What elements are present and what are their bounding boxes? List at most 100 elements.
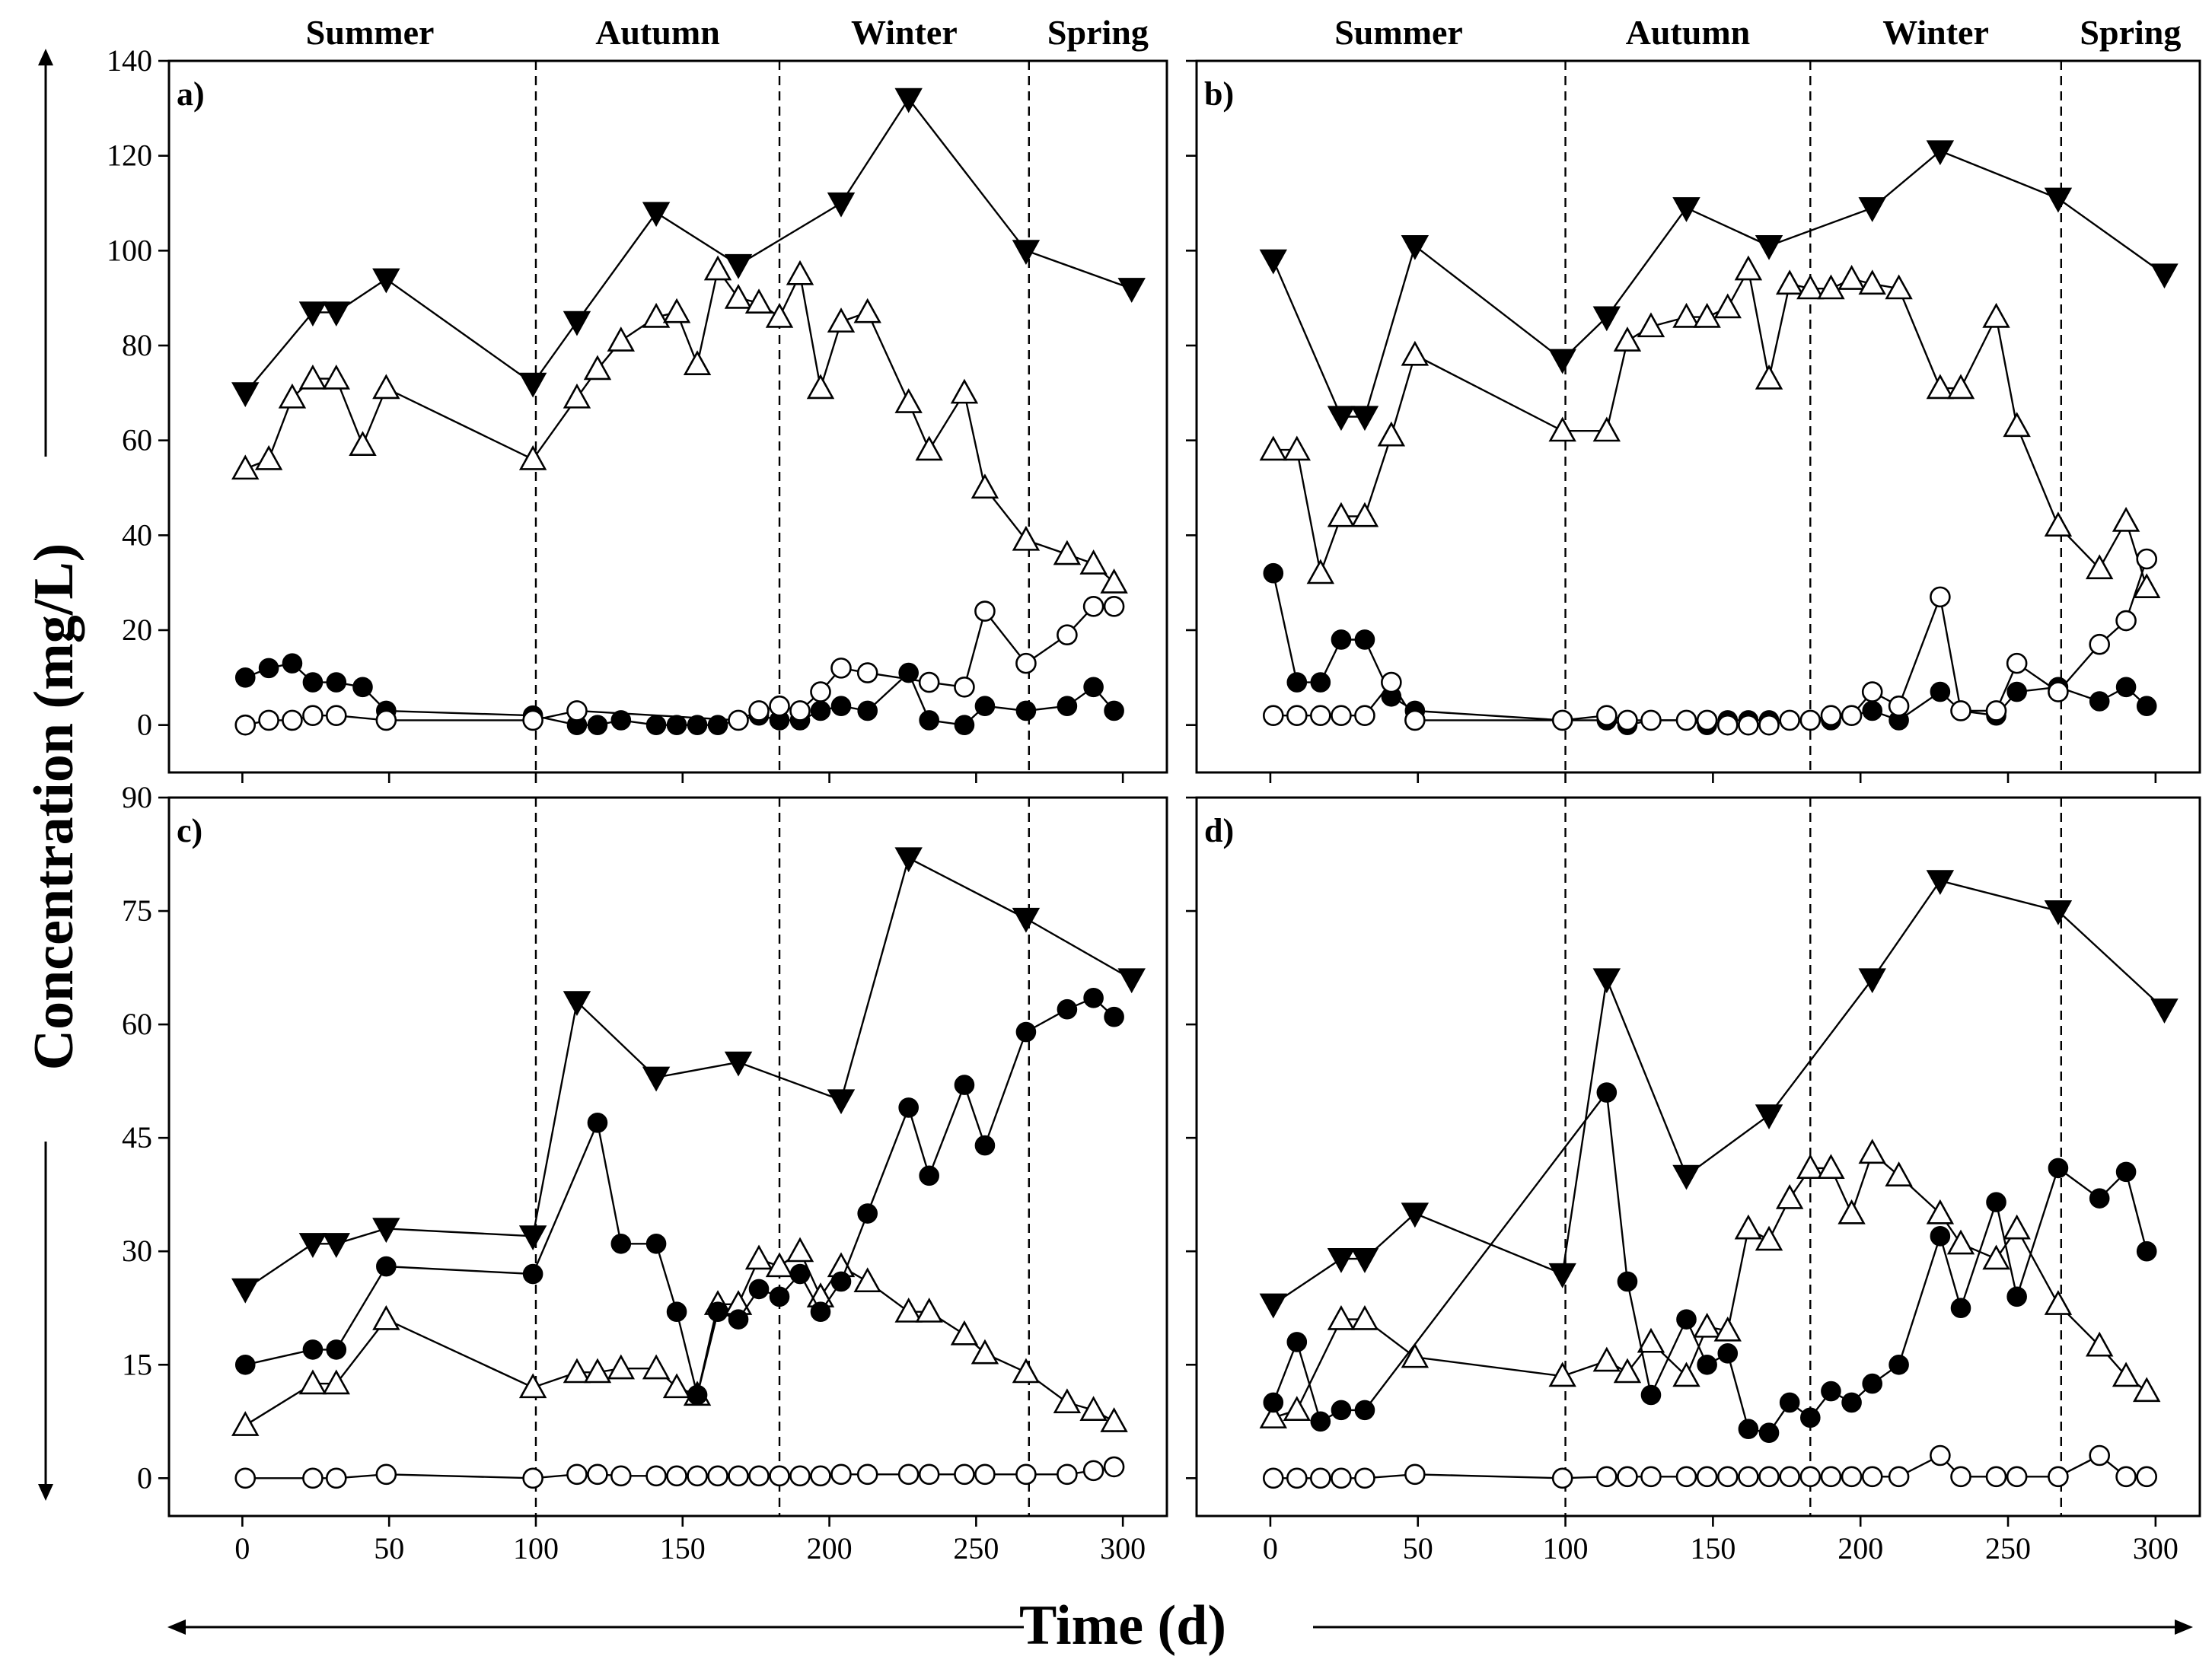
series-open-circle <box>234 596 1125 736</box>
data-point <box>2136 696 2157 717</box>
data-point <box>302 1339 324 1360</box>
data-point <box>971 473 999 499</box>
data-point <box>830 1271 852 1292</box>
data-point <box>954 1463 975 1486</box>
data-point <box>1259 1293 1287 1319</box>
data-point <box>566 700 588 721</box>
data-point <box>587 1463 608 1486</box>
data-point <box>1693 302 1721 328</box>
plot-frame <box>1195 59 2201 774</box>
data-point <box>1283 435 1312 461</box>
data-point <box>2089 1188 2110 1209</box>
data-point <box>2115 1161 2137 1183</box>
data-point <box>856 1463 878 1486</box>
data-point <box>894 847 923 873</box>
data-point <box>1926 374 1955 400</box>
data-point <box>1015 1463 1037 1486</box>
data-point <box>1775 269 1804 295</box>
data-point <box>769 695 790 717</box>
data-point <box>1775 1183 1804 1209</box>
data-point <box>1331 629 1352 650</box>
data-point <box>1930 1444 1951 1467</box>
data-point <box>724 283 753 309</box>
data-point <box>898 662 919 683</box>
series-line <box>1273 1151 2147 1419</box>
data-point <box>789 700 811 721</box>
data-point <box>1306 559 1335 584</box>
data-point <box>1262 1467 1284 1489</box>
series-line <box>1273 880 2166 1305</box>
data-point <box>258 658 279 679</box>
series-open-up-triangle <box>231 1237 1128 1436</box>
data-point <box>1053 1388 1082 1414</box>
data-point <box>642 1354 671 1380</box>
y-tick-label: 0 <box>137 708 152 742</box>
data-point <box>1640 1466 1662 1488</box>
data-point <box>522 709 543 731</box>
data-point <box>2006 681 2027 702</box>
data-point <box>769 1465 790 1487</box>
data-point <box>748 1465 770 1487</box>
data-point <box>2048 1466 2069 1488</box>
x-tick-label: 200 <box>1837 1531 1883 1565</box>
data-point <box>1675 1466 1697 1488</box>
data-point <box>1888 1466 1910 1488</box>
series-filled-circle <box>1263 1082 2157 1443</box>
data-point <box>258 709 279 731</box>
y-tick-label: 75 <box>122 893 152 928</box>
data-point <box>1592 306 1621 332</box>
x-tick-label: 150 <box>1690 1531 1735 1565</box>
y-tick-label: 45 <box>122 1120 152 1154</box>
data-point <box>2115 677 2137 698</box>
data-point <box>810 1301 831 1323</box>
data-point <box>1672 1164 1700 1190</box>
data-point <box>376 1256 397 1277</box>
data-point <box>1950 1298 1971 1319</box>
panel-label: a) <box>177 75 205 113</box>
data-point <box>1592 416 1621 442</box>
data-point <box>1885 274 1913 300</box>
data-point <box>522 1467 543 1489</box>
y-tick-label: 90 <box>122 780 152 814</box>
data-point <box>302 1467 324 1489</box>
data-point <box>810 700 831 721</box>
data-point <box>372 268 400 294</box>
data-point <box>666 715 687 735</box>
data-point <box>563 311 591 336</box>
series-filled-circle <box>234 653 1124 735</box>
y-tick-label: 0 <box>137 1460 152 1495</box>
x-axis-arrow-right <box>1313 1619 2193 1635</box>
data-point <box>1104 1006 1124 1027</box>
data-point <box>2006 1466 2028 1488</box>
data-point <box>1082 1460 1104 1482</box>
data-point <box>1259 1403 1287 1428</box>
series-open-up-triangle <box>1259 255 2161 599</box>
data-point <box>610 710 632 731</box>
data-point <box>1837 1199 1866 1225</box>
data-point <box>748 1279 770 1300</box>
data-point <box>2006 1286 2027 1307</box>
data-point <box>1596 1466 1618 1488</box>
data-point <box>610 1233 632 1254</box>
data-point <box>2003 412 2031 438</box>
data-point <box>607 1354 636 1380</box>
data-point <box>352 677 373 698</box>
data-point <box>645 1233 667 1254</box>
data-point <box>1716 714 1739 736</box>
data-point <box>1548 1263 1576 1288</box>
data-point <box>856 662 878 683</box>
data-point <box>1862 700 1883 721</box>
data-point <box>1841 1466 1863 1488</box>
data-point <box>231 454 260 480</box>
data-point <box>1613 326 1642 352</box>
data-point <box>1350 1248 1379 1273</box>
data-point <box>566 1463 588 1486</box>
data-point <box>1012 240 1041 266</box>
data-point <box>2150 263 2179 289</box>
data-point <box>1082 596 1104 617</box>
data-point <box>1286 1467 1308 1489</box>
panels: Summer Autumn Winter Spring a) 0 20 40 60 80 100 12… <box>107 13 2201 1565</box>
data-point <box>1821 1381 1841 1402</box>
data-point <box>1592 1346 1621 1372</box>
